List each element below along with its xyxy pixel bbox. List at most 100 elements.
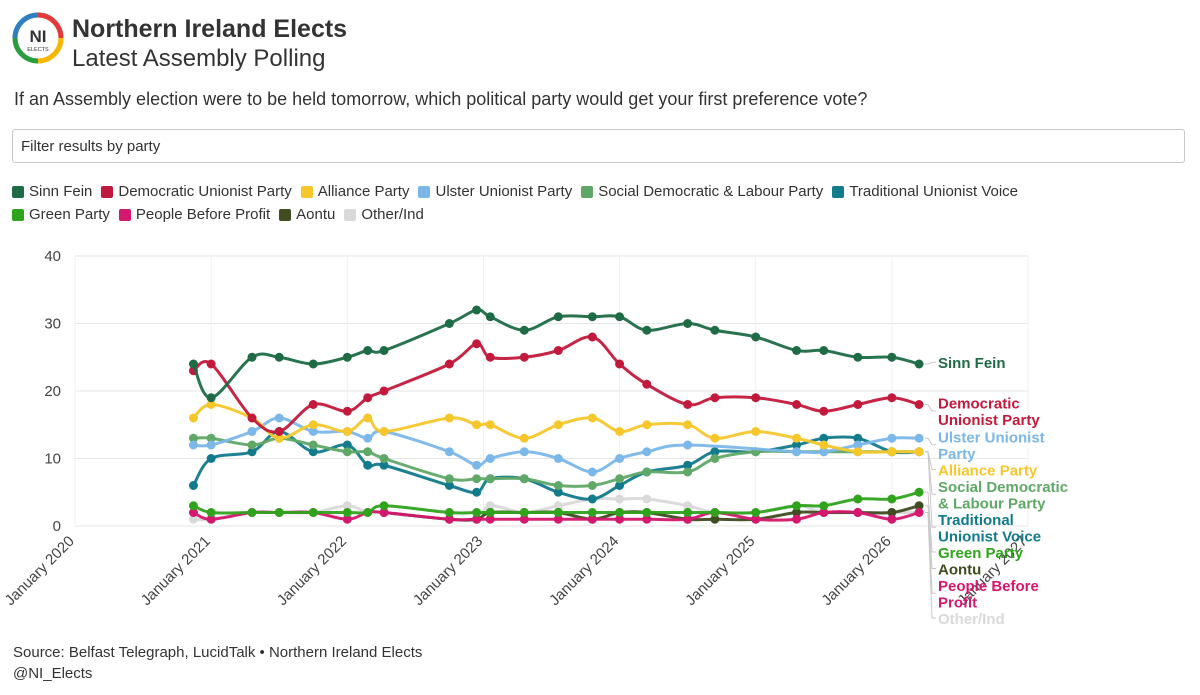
data-point	[472, 474, 482, 484]
series-end-label: Social Democratic	[938, 479, 1068, 496]
data-point	[444, 413, 454, 423]
series-end-label: Profit	[938, 594, 977, 611]
data-point	[472, 420, 482, 430]
data-point	[887, 514, 897, 524]
legend-swatch	[101, 185, 114, 198]
legend-item[interactable]: People Before Profit	[118, 205, 270, 224]
data-point	[274, 508, 284, 517]
data-point	[472, 514, 482, 524]
legend-swatch	[279, 208, 292, 221]
data-point	[444, 359, 454, 369]
data-point	[587, 514, 597, 524]
data-point	[642, 467, 652, 477]
legend-item[interactable]: Social Democratic & Labour Party	[581, 182, 823, 201]
page-subtitle: Latest Assembly Polling	[72, 45, 326, 72]
legend-item[interactable]: Sinn Fein	[12, 182, 92, 201]
data-point	[342, 427, 352, 436]
data-point	[710, 454, 720, 463]
data-point	[206, 400, 216, 409]
data-point	[819, 447, 829, 457]
twitter-handle[interactable]: @NI_Elects	[13, 665, 93, 682]
party-filter-input[interactable]	[12, 129, 1185, 163]
data-point	[379, 501, 389, 511]
data-point	[206, 440, 216, 450]
data-point	[247, 447, 257, 457]
series-end-label: Sinn Fein	[938, 355, 1006, 372]
data-point	[485, 352, 495, 362]
x-tick-label: January 2022	[274, 533, 350, 609]
data-point	[887, 352, 897, 362]
data-point	[188, 413, 198, 423]
footer: Source: Belfast Telegraph, LucidTalk • N…	[13, 642, 422, 684]
legend-item[interactable]: Ulster Unionist Party	[418, 182, 572, 201]
data-point	[379, 386, 389, 396]
data-point	[751, 332, 761, 342]
data-point	[914, 501, 924, 511]
series-end-label: Unionist Voice	[938, 528, 1041, 545]
data-point	[308, 427, 318, 436]
data-point	[472, 460, 482, 470]
data-point	[615, 474, 625, 484]
data-point	[444, 447, 454, 457]
data-point	[683, 501, 693, 511]
data-point	[444, 514, 454, 524]
legend-swatch	[832, 185, 845, 198]
data-point	[472, 487, 482, 497]
data-point	[751, 508, 761, 517]
legend-item[interactable]: Democratic Unionist Party	[101, 182, 292, 201]
data-point	[472, 339, 482, 349]
data-point	[519, 352, 529, 362]
data-point	[485, 420, 495, 430]
data-point	[485, 501, 495, 511]
data-point	[379, 427, 389, 436]
legend-item[interactable]: Other/Ind	[344, 205, 424, 224]
data-point	[247, 352, 257, 362]
legend-item[interactable]: Alliance Party	[300, 182, 409, 201]
data-point	[206, 393, 216, 403]
data-point	[553, 346, 563, 355]
data-point	[342, 440, 352, 450]
data-point	[188, 508, 198, 517]
data-point	[853, 508, 863, 517]
y-tick-label: 0	[53, 518, 61, 535]
data-point	[553, 454, 563, 463]
data-point	[819, 406, 829, 416]
data-point	[642, 420, 652, 430]
label-connector	[925, 491, 936, 553]
legend-swatch	[118, 208, 131, 221]
page-title: Northern Ireland Elects	[72, 15, 348, 43]
data-point	[642, 325, 652, 335]
legend-label: Other/Ind	[361, 206, 424, 223]
legend-item[interactable]: Aontu	[279, 205, 335, 224]
data-point	[914, 400, 924, 409]
series-end-label: Unionist Party	[938, 412, 1040, 429]
logo-subtext: ELECTS	[27, 47, 49, 53]
data-point	[274, 433, 284, 443]
data-point	[342, 447, 352, 457]
data-point	[519, 514, 529, 524]
series-end-label: Other/Ind	[938, 611, 1005, 628]
data-point	[188, 440, 198, 450]
data-point	[710, 325, 720, 335]
data-point	[274, 352, 284, 362]
data-point	[642, 508, 652, 517]
legend-item[interactable]: Traditional Unionist Voice	[832, 182, 1018, 201]
x-tick-label: January 2025	[682, 533, 758, 609]
data-point	[379, 346, 389, 355]
label-connector	[925, 505, 936, 569]
data-point	[553, 501, 563, 511]
data-point	[587, 467, 597, 477]
label-connector	[925, 451, 936, 528]
legend-swatch	[12, 185, 24, 198]
y-tick-label: 40	[44, 248, 61, 265]
data-point	[444, 474, 454, 484]
data-point	[792, 433, 802, 443]
data-point	[792, 400, 802, 409]
data-point	[519, 447, 529, 457]
legend-item[interactable]: Green Party	[12, 205, 110, 224]
data-point	[819, 433, 829, 443]
data-point	[792, 508, 802, 517]
data-point	[485, 508, 495, 517]
series-line	[193, 416, 920, 474]
data-point	[792, 514, 802, 524]
